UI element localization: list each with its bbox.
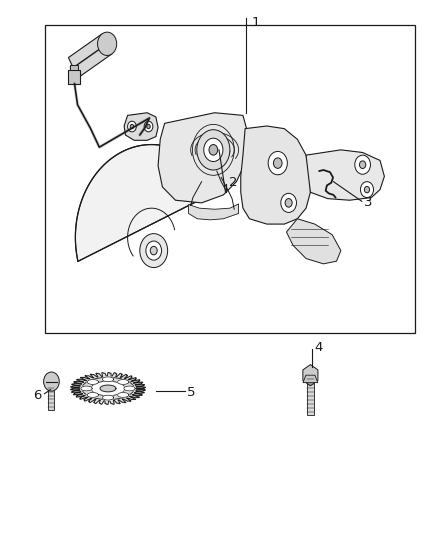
Circle shape — [285, 199, 292, 207]
Polygon shape — [91, 381, 125, 395]
Polygon shape — [124, 386, 135, 391]
Text: 2: 2 — [229, 176, 237, 189]
Polygon shape — [100, 385, 116, 392]
Text: 1: 1 — [252, 16, 260, 29]
Circle shape — [146, 241, 162, 260]
Polygon shape — [306, 150, 385, 200]
Circle shape — [360, 161, 366, 168]
Polygon shape — [87, 392, 99, 397]
Circle shape — [44, 372, 59, 391]
Polygon shape — [75, 144, 218, 261]
Polygon shape — [102, 377, 114, 382]
Circle shape — [360, 182, 374, 198]
Circle shape — [147, 124, 150, 128]
Circle shape — [140, 233, 168, 268]
Polygon shape — [124, 113, 158, 140]
Circle shape — [273, 158, 282, 168]
Polygon shape — [286, 219, 341, 264]
Polygon shape — [117, 392, 129, 397]
Bar — [45, 25, 415, 333]
Polygon shape — [87, 379, 99, 384]
Circle shape — [204, 138, 223, 161]
Text: 6: 6 — [33, 389, 41, 402]
Polygon shape — [102, 395, 114, 400]
Circle shape — [150, 246, 157, 255]
Text: 4: 4 — [315, 341, 323, 353]
Circle shape — [130, 124, 134, 128]
Polygon shape — [82, 377, 134, 400]
Circle shape — [144, 121, 153, 132]
Circle shape — [98, 32, 117, 55]
Polygon shape — [307, 375, 314, 415]
Polygon shape — [81, 386, 92, 391]
Polygon shape — [68, 34, 112, 78]
Polygon shape — [117, 379, 129, 384]
Polygon shape — [241, 126, 311, 224]
Polygon shape — [48, 386, 54, 410]
Text: 3: 3 — [364, 196, 372, 209]
Polygon shape — [303, 375, 318, 383]
Polygon shape — [303, 365, 318, 386]
Polygon shape — [158, 113, 247, 203]
Circle shape — [127, 121, 136, 132]
Polygon shape — [70, 65, 78, 70]
Circle shape — [355, 155, 371, 174]
Polygon shape — [188, 204, 239, 220]
Circle shape — [197, 130, 230, 170]
Circle shape — [281, 193, 297, 213]
Text: 5: 5 — [187, 386, 196, 399]
Circle shape — [268, 151, 287, 175]
Polygon shape — [71, 373, 145, 405]
Polygon shape — [68, 70, 80, 84]
Circle shape — [364, 187, 370, 193]
Circle shape — [209, 144, 218, 155]
